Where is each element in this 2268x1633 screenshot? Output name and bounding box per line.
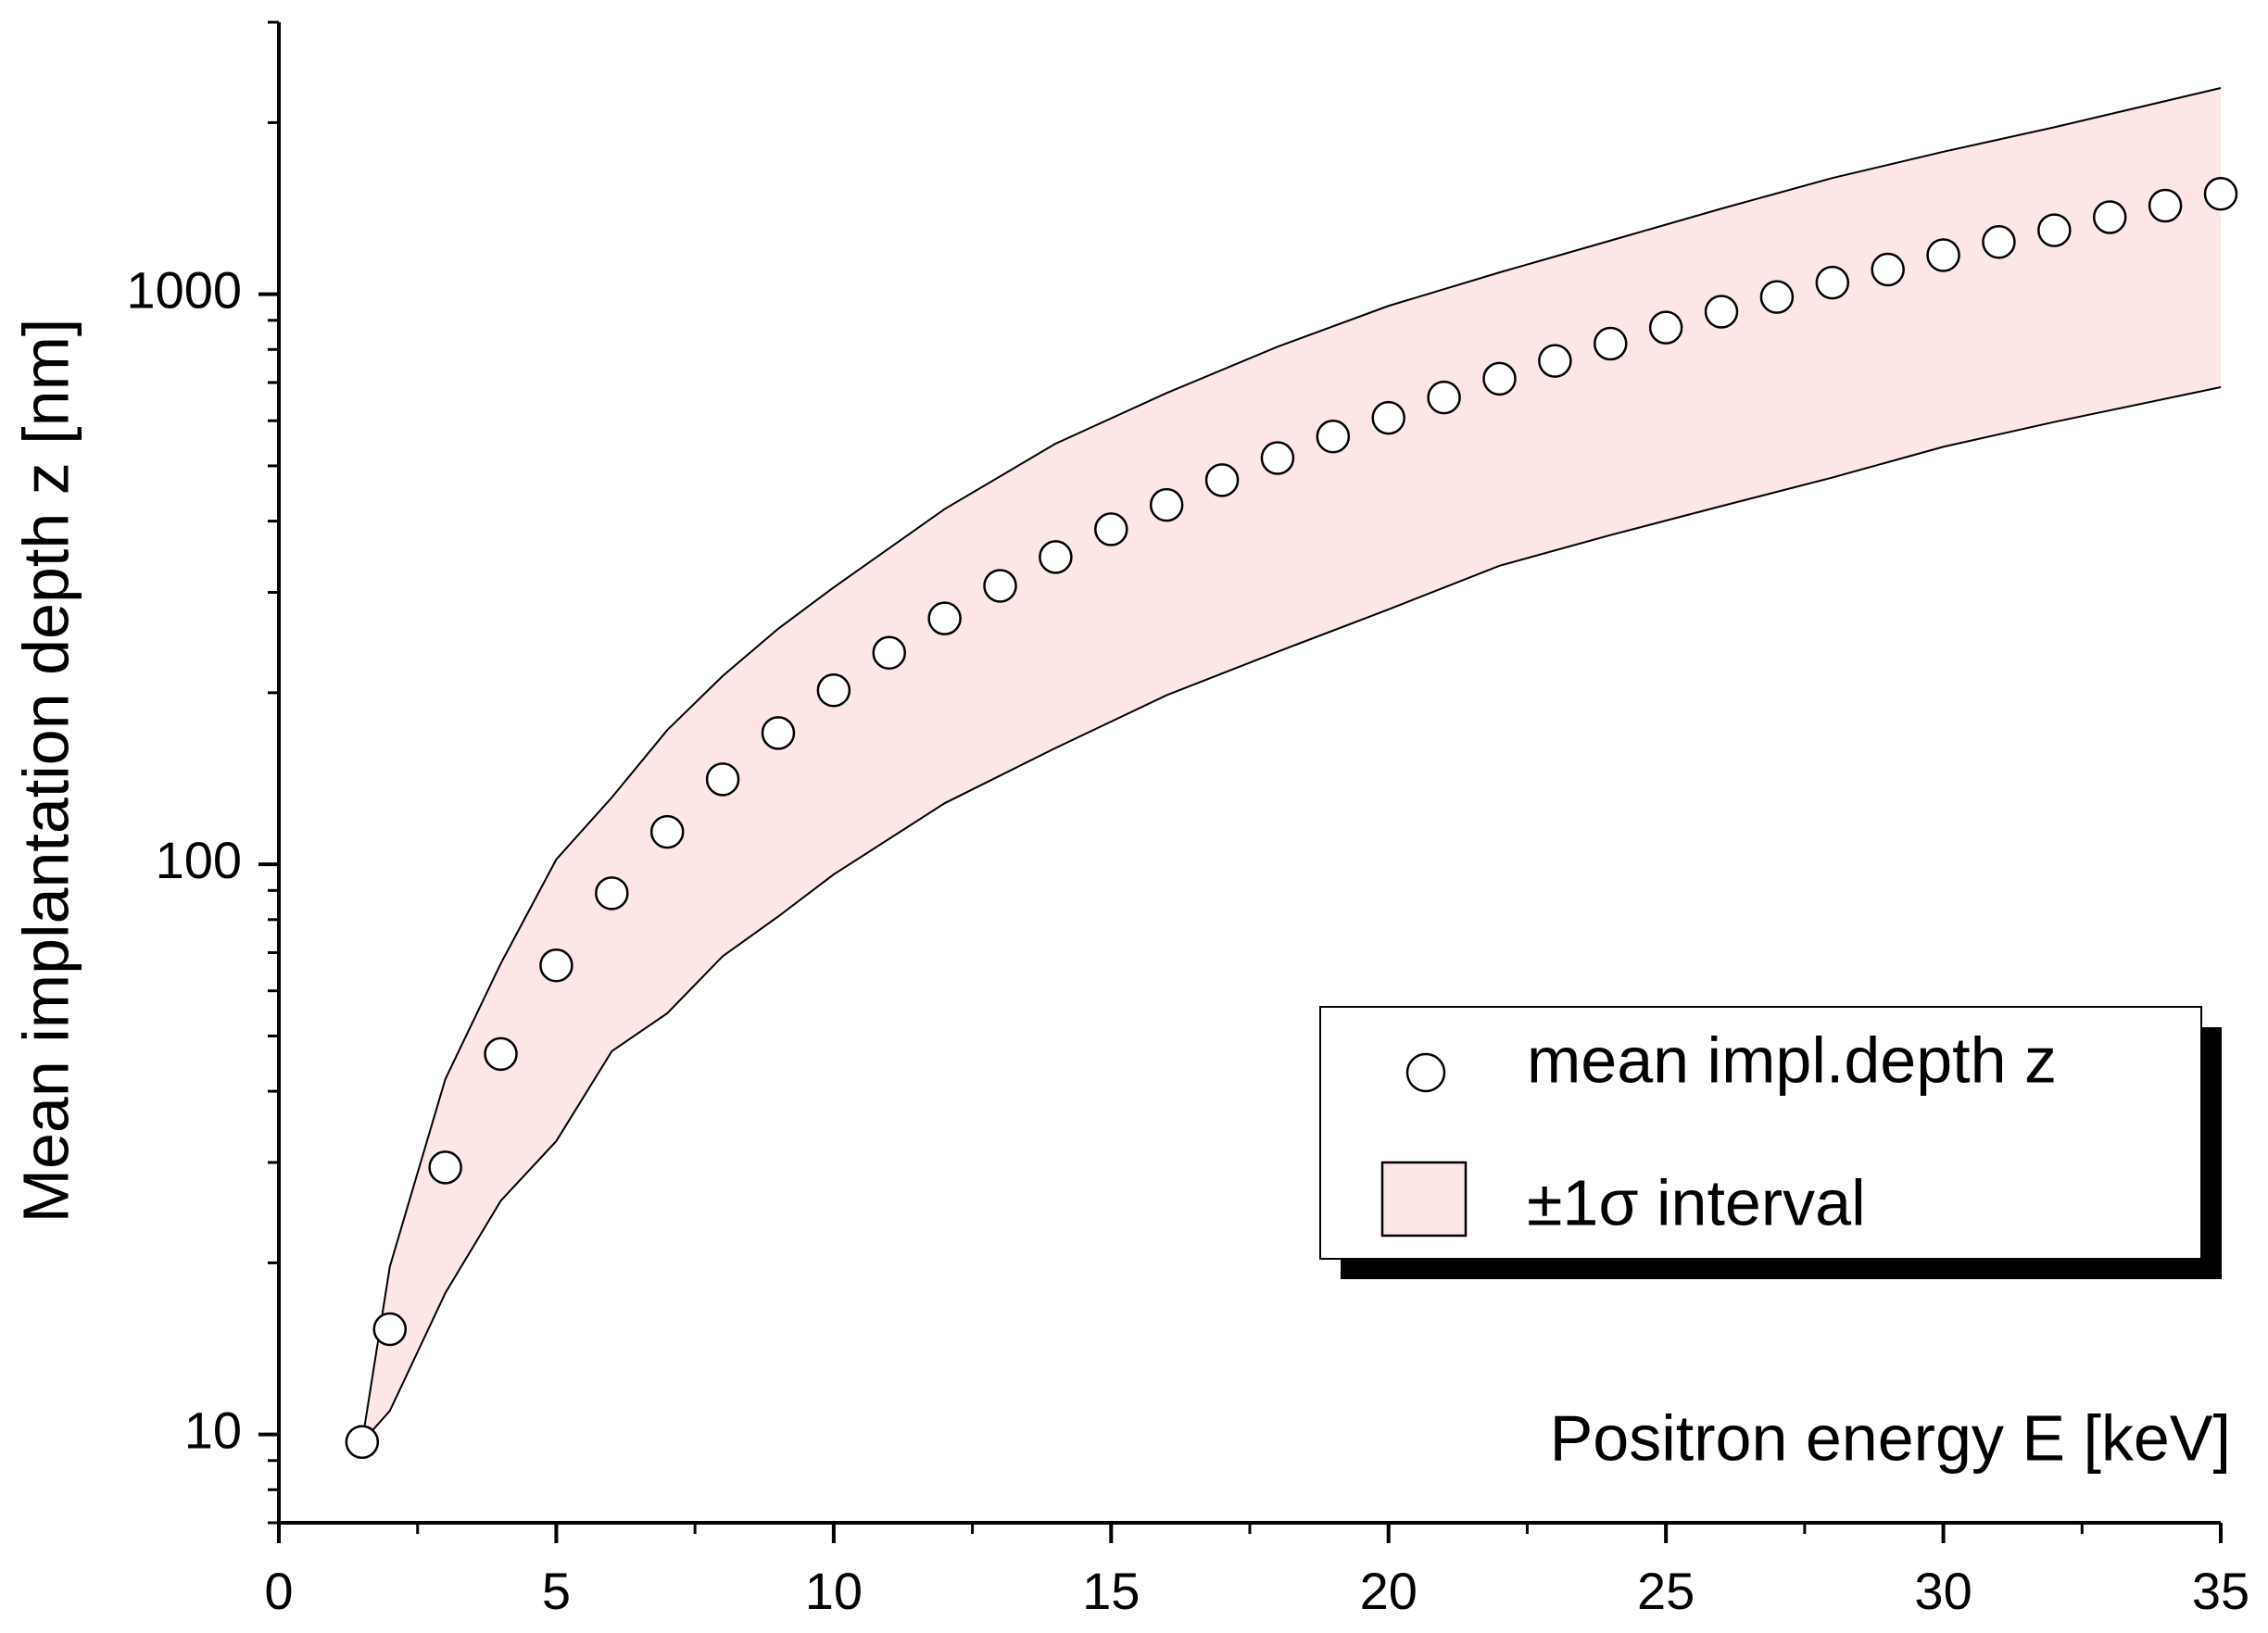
data-point bbox=[1759, 280, 1795, 314]
data-point bbox=[2203, 177, 2238, 211]
y-tick-label: 1000 bbox=[126, 260, 242, 319]
data-point bbox=[1594, 326, 1628, 361]
x-tick-label: 15 bbox=[1082, 1562, 1140, 1620]
data-point bbox=[1648, 310, 1683, 345]
data-point bbox=[595, 876, 629, 911]
data-point bbox=[539, 948, 573, 983]
data-point bbox=[649, 814, 685, 849]
band-upper bbox=[360, 87, 2222, 1442]
data-point bbox=[1815, 265, 1850, 300]
data-point bbox=[1871, 252, 1905, 287]
legend-label: mean impl.depth z bbox=[1527, 1024, 2057, 1096]
data-point bbox=[1371, 400, 1405, 435]
data-point bbox=[345, 1425, 380, 1460]
y-tick-label: 10 bbox=[184, 1401, 242, 1459]
data-point bbox=[816, 672, 851, 708]
y-axis-label: Mean implantation depth z [nm] bbox=[9, 319, 82, 1224]
legend-marker bbox=[1405, 1052, 1446, 1093]
data-point bbox=[1039, 540, 1073, 574]
x-tick-label: 20 bbox=[1360, 1562, 1418, 1620]
x-axis-label: Positron energy E [keV] bbox=[1550, 1401, 2231, 1474]
x-tick-label: 0 bbox=[264, 1562, 293, 1620]
data-point bbox=[1094, 512, 1128, 546]
data-point bbox=[484, 1036, 518, 1072]
band-lower bbox=[361, 386, 2222, 1443]
legend-label: ±1σ interval bbox=[1527, 1166, 1866, 1238]
data-point bbox=[983, 569, 1017, 603]
data-point bbox=[1260, 441, 1295, 475]
data-point bbox=[927, 601, 962, 635]
legend-swatch bbox=[1380, 1161, 1468, 1237]
data-point bbox=[1204, 463, 1240, 497]
band-fill bbox=[361, 88, 2221, 1442]
data-point bbox=[1149, 487, 1184, 522]
data-point bbox=[2037, 213, 2072, 247]
data-point bbox=[1538, 344, 1572, 378]
data-point bbox=[872, 635, 906, 671]
data-point bbox=[1704, 295, 1739, 329]
x-tick-label: 10 bbox=[805, 1562, 863, 1620]
data-point bbox=[1316, 419, 1351, 454]
x-tick-label: 30 bbox=[1914, 1562, 1972, 1620]
data-point bbox=[2148, 188, 2183, 223]
data-point bbox=[2092, 200, 2127, 234]
x-tick-label: 25 bbox=[1637, 1562, 1695, 1620]
legend-box bbox=[1319, 1006, 2202, 1260]
data-point bbox=[428, 1150, 462, 1185]
data-point bbox=[761, 716, 796, 750]
y-tick-label: 100 bbox=[156, 831, 242, 889]
x-tick-label: 35 bbox=[2192, 1562, 2249, 1620]
data-point bbox=[1982, 224, 2016, 259]
data-point bbox=[372, 1312, 408, 1347]
data-point bbox=[1926, 238, 1960, 272]
data-point bbox=[1427, 380, 1461, 415]
data-point bbox=[705, 762, 740, 797]
x-tick-label: 5 bbox=[542, 1562, 571, 1620]
data-point bbox=[1482, 361, 1517, 396]
